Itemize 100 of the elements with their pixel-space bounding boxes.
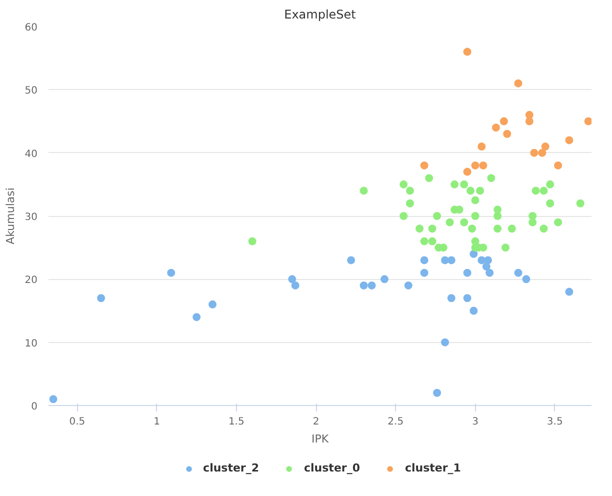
y-axis-title: Akumulasi bbox=[4, 188, 17, 244]
point bbox=[248, 237, 256, 246]
point bbox=[347, 256, 356, 264]
point bbox=[514, 79, 522, 88]
point bbox=[460, 180, 468, 188]
chart-title: ExampleSet bbox=[284, 8, 356, 22]
x-tick-label: 3 bbox=[472, 416, 478, 428]
point bbox=[428, 237, 436, 246]
point bbox=[508, 224, 516, 233]
point bbox=[494, 224, 502, 233]
point bbox=[503, 130, 512, 138]
point bbox=[546, 199, 554, 208]
point bbox=[463, 168, 472, 176]
point bbox=[514, 268, 522, 277]
point bbox=[420, 268, 428, 277]
point bbox=[400, 212, 408, 220]
point bbox=[425, 174, 434, 182]
point bbox=[466, 186, 474, 195]
point bbox=[532, 186, 540, 195]
point bbox=[463, 268, 472, 277]
y-tick-label: 40 bbox=[24, 148, 38, 160]
point bbox=[447, 256, 456, 264]
point bbox=[291, 281, 300, 290]
x-tick-label: 1 bbox=[154, 416, 160, 428]
point bbox=[420, 161, 428, 170]
point bbox=[484, 256, 492, 264]
point bbox=[404, 281, 412, 290]
point bbox=[433, 212, 442, 220]
point bbox=[420, 237, 428, 246]
y-tick-label: 0 bbox=[31, 402, 38, 412]
point bbox=[433, 388, 442, 397]
legend-label: cluster_2 bbox=[203, 462, 260, 474]
point bbox=[492, 124, 500, 132]
y-tick-label: 10 bbox=[24, 338, 38, 350]
point bbox=[530, 148, 538, 157]
point bbox=[471, 161, 480, 170]
point bbox=[486, 268, 494, 277]
point bbox=[554, 218, 562, 226]
point bbox=[420, 256, 428, 264]
point bbox=[522, 275, 530, 284]
point bbox=[416, 224, 424, 233]
point bbox=[192, 313, 201, 322]
legend-label: cluster_0 bbox=[304, 462, 360, 474]
point bbox=[576, 199, 584, 208]
x-tick-label: 2 bbox=[312, 416, 320, 428]
point bbox=[546, 180, 554, 188]
point bbox=[208, 300, 217, 308]
point bbox=[441, 338, 449, 346]
x-tick-label: 0.5 bbox=[69, 416, 86, 428]
point bbox=[450, 180, 459, 188]
legend-label: cluster_1 bbox=[404, 462, 461, 474]
point bbox=[525, 110, 534, 119]
point bbox=[360, 186, 368, 195]
point bbox=[584, 117, 592, 126]
point bbox=[479, 161, 488, 170]
point bbox=[471, 196, 480, 204]
point bbox=[447, 294, 456, 302]
point bbox=[538, 148, 546, 157]
point bbox=[380, 275, 388, 284]
y-tick-label: 20 bbox=[24, 275, 38, 286]
x-tick-label: 1.5 bbox=[228, 416, 244, 428]
point bbox=[406, 199, 414, 208]
point bbox=[540, 224, 548, 233]
point bbox=[476, 186, 484, 195]
point bbox=[494, 212, 502, 220]
point bbox=[565, 288, 574, 296]
x-tick-label: 3.5 bbox=[546, 416, 563, 428]
point bbox=[565, 136, 574, 144]
point bbox=[463, 294, 472, 302]
point bbox=[528, 218, 537, 226]
point bbox=[360, 281, 368, 290]
point bbox=[460, 218, 468, 226]
point bbox=[470, 306, 478, 315]
point bbox=[400, 180, 408, 188]
point bbox=[541, 142, 550, 151]
point bbox=[470, 250, 478, 258]
point bbox=[554, 161, 562, 170]
y-tick-label: 50 bbox=[24, 86, 38, 97]
point bbox=[288, 275, 296, 284]
point bbox=[500, 117, 508, 126]
point bbox=[528, 212, 537, 220]
x-axis-title: IPK bbox=[311, 432, 330, 446]
point bbox=[368, 281, 376, 290]
point bbox=[49, 395, 58, 404]
point bbox=[446, 218, 454, 226]
point bbox=[97, 294, 106, 302]
y-tick-label: 60 bbox=[24, 22, 38, 34]
point bbox=[167, 268, 176, 277]
point bbox=[471, 212, 480, 220]
point bbox=[428, 224, 436, 233]
point bbox=[478, 142, 486, 151]
point bbox=[525, 117, 534, 126]
point bbox=[468, 224, 476, 233]
y-tick-label: 30 bbox=[24, 212, 38, 223]
point bbox=[487, 174, 496, 182]
point bbox=[502, 244, 510, 252]
point bbox=[540, 186, 548, 195]
x-tick-label: 2.5 bbox=[388, 416, 404, 428]
point bbox=[406, 186, 414, 195]
point bbox=[482, 262, 490, 271]
